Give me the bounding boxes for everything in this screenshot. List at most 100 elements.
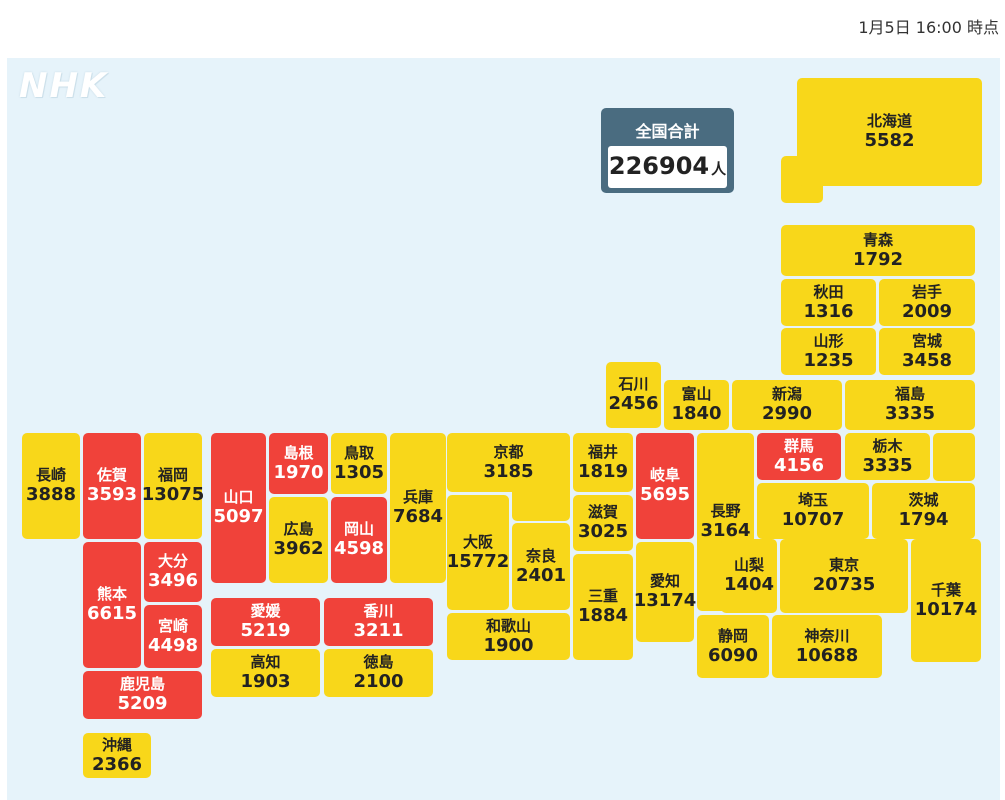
prefecture-33[interactable]: 三重 1884	[573, 554, 633, 660]
national-total-panel: 全国合計 226904 人	[601, 108, 734, 193]
prefecture-38[interactable]: 愛媛 5219	[211, 598, 320, 646]
prefecture-value: 3025	[577, 521, 629, 543]
prefecture-14[interactable]: 島根 1970	[269, 433, 328, 494]
prefecture-map: NHK 全国合計 226904 人 北海道 5582 青森 1792 秋田 1316 岩手 2…	[7, 58, 1000, 800]
prefecture-name: 秋田	[813, 282, 844, 301]
prefecture-29[interactable]: 熊本 6615	[83, 542, 141, 668]
prefecture-name: 青森	[862, 230, 893, 249]
prefecture-name: 静岡	[717, 626, 748, 645]
prefecture-name: 高知	[250, 653, 281, 672]
prefecture-45[interactable]: 鹿児島 5209	[83, 671, 202, 719]
prefecture-name: 東京	[828, 556, 859, 575]
prefecture-37[interactable]: 千葉 10174	[911, 539, 981, 662]
prefecture-24[interactable]: 岡山 4598	[331, 497, 387, 583]
prefecture-name: 兵庫	[402, 488, 433, 507]
prefecture-19[interactable]: 岐阜 5695	[636, 433, 694, 539]
prefecture-name: 栃木	[872, 436, 903, 455]
prefecture-8[interactable]: 新潟 2990	[732, 380, 842, 430]
prefecture-value: 1903	[240, 671, 291, 693]
prefecture-35[interactable]: 山梨 1404	[721, 539, 777, 613]
prefecture-32[interactable]: 奈良 2401	[512, 523, 570, 610]
prefecture-name: 大阪	[462, 532, 493, 551]
nhk-logo: NHK	[19, 66, 109, 106]
prefecture-value: 3164	[700, 520, 751, 542]
prefecture-40[interactable]: 和歌山 1900	[447, 613, 570, 660]
prefecture-name: 宮崎	[157, 616, 188, 635]
prefecture-value: 3185	[483, 460, 534, 482]
prefecture-name: 岐阜	[649, 466, 680, 485]
prefecture-name: 鹿児島	[119, 675, 165, 694]
prefecture-name: 群馬	[783, 436, 814, 455]
prefecture-value: 2401	[515, 564, 567, 586]
prefecture-value: 20735	[812, 574, 876, 596]
prefecture-value: 1305	[333, 461, 385, 483]
prefecture-7[interactable]: 富山 1840	[664, 380, 729, 430]
prefecture-value: 1404	[723, 574, 775, 596]
prefecture-22[interactable]: 栃木 3335	[845, 433, 930, 480]
prefecture-9[interactable]: 福島 3335	[845, 380, 975, 430]
prefecture-value: 5582	[864, 130, 915, 152]
prefecture-2[interactable]: 秋田 1316	[781, 279, 876, 326]
national-total-unit: 人	[711, 160, 727, 178]
prefecture-0[interactable]: 北海道 5582	[797, 78, 982, 186]
prefecture-30[interactable]: 宮崎 4498	[144, 605, 202, 668]
prefecture-41[interactable]: 静岡 6090	[697, 615, 769, 678]
prefecture-value: 5209	[117, 693, 168, 715]
prefecture-value: 2100	[353, 671, 404, 693]
prefecture-name: 佐賀	[96, 466, 127, 485]
prefecture-value: 10688	[795, 644, 859, 666]
prefecture-43[interactable]: 高知 1903	[211, 649, 320, 697]
prefecture-23[interactable]: 広島 3962	[269, 497, 328, 583]
prefecture-18[interactable]: 福井 1819	[573, 433, 633, 492]
ibaraki-extension	[933, 433, 975, 481]
prefecture-name: 石川	[618, 375, 649, 394]
prefecture-17[interactable]: 京都 3185	[447, 433, 570, 492]
prefecture-value: 1819	[577, 460, 629, 482]
prefecture-16[interactable]: 兵庫 7684	[390, 433, 446, 583]
prefecture-12[interactable]: 福岡 13075	[141, 433, 205, 539]
prefecture-1[interactable]: 青森 1792	[781, 225, 975, 276]
prefecture-value: 1840	[671, 403, 722, 425]
prefecture-value: 1884	[577, 605, 629, 627]
prefecture-value: 1316	[803, 300, 854, 322]
prefecture-27[interactable]: 茨城 1794	[872, 483, 975, 539]
prefecture-36[interactable]: 東京 20735	[780, 539, 908, 613]
prefecture-39[interactable]: 香川 3211	[324, 598, 433, 646]
prefecture-13[interactable]: 山口 5097	[211, 433, 266, 583]
prefecture-value: 3593	[86, 484, 138, 506]
prefecture-value: 1970	[273, 461, 324, 483]
prefecture-25[interactable]: 滋賀 3025	[573, 495, 633, 551]
prefecture-31[interactable]: 大阪 15772	[447, 495, 509, 610]
prefecture-value: 13174	[633, 590, 697, 612]
prefecture-value: 13075	[141, 484, 205, 506]
prefecture-44[interactable]: 徳島 2100	[324, 649, 433, 697]
prefecture-name: 岡山	[343, 520, 374, 539]
prefecture-name: 長崎	[35, 466, 66, 485]
prefecture-34[interactable]: 愛知 13174	[633, 542, 697, 642]
prefecture-name: 熊本	[96, 585, 127, 604]
prefecture-4[interactable]: 山形 1235	[781, 328, 876, 375]
timestamp: 1月5日 16:00 時点	[858, 18, 999, 37]
prefecture-28[interactable]: 大分 3496	[144, 542, 202, 602]
prefecture-value: 6615	[86, 603, 138, 625]
prefecture-21[interactable]: 群馬 4156	[757, 433, 841, 480]
prefecture-6[interactable]: 石川 2456	[606, 362, 661, 428]
prefecture-10[interactable]: 長崎 3888	[22, 433, 80, 539]
prefecture-name: 鳥取	[343, 443, 374, 462]
prefecture-name: 山形	[813, 331, 844, 350]
prefecture-15[interactable]: 鳥取 1305	[331, 433, 387, 494]
prefecture-5[interactable]: 宮城 3458	[879, 328, 975, 375]
prefecture-42[interactable]: 神奈川 10688	[772, 615, 882, 678]
prefecture-name: 広島	[283, 520, 314, 539]
prefecture-value: 10707	[781, 509, 845, 531]
prefecture-name: 山口	[223, 488, 254, 507]
prefecture-name: 島根	[283, 443, 314, 462]
prefecture-26[interactable]: 埼玉 10707	[757, 483, 869, 539]
prefecture-name: 奈良	[525, 546, 556, 565]
prefecture-value: 2456	[608, 393, 659, 415]
prefecture-name: 愛知	[649, 572, 680, 591]
prefecture-name: 愛媛	[250, 602, 281, 621]
prefecture-3[interactable]: 岩手 2009	[879, 279, 975, 326]
prefecture-46[interactable]: 沖縄 2366	[83, 733, 151, 778]
prefecture-11[interactable]: 佐賀 3593	[83, 433, 141, 539]
